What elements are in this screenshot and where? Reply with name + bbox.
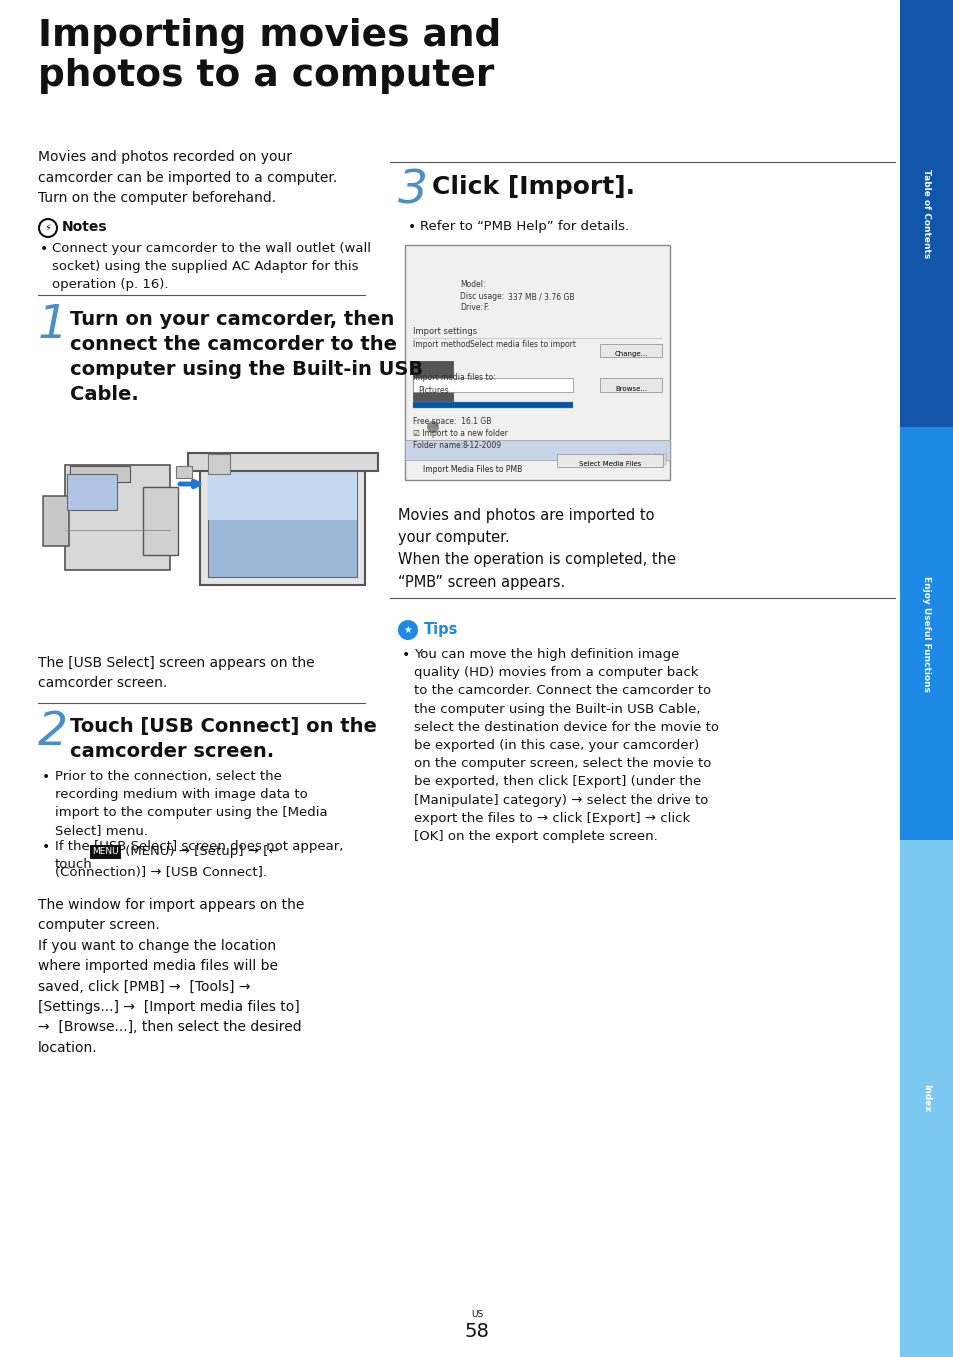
Text: MENU: MENU: [91, 848, 118, 856]
Text: Prior to the connection, select the
recording medium with image data to
import t: Prior to the connection, select the reco…: [55, 769, 327, 837]
Bar: [413, 361, 453, 404]
Bar: [200, 460, 365, 585]
Text: (Connection)] → [USB Connect].: (Connection)] → [USB Connect].: [55, 866, 267, 879]
Text: Movies and photos are imported to
your computer.
When the operation is completed: Movies and photos are imported to your c…: [397, 508, 676, 589]
Text: Enjoy Useful Functions: Enjoy Useful Functions: [922, 575, 930, 692]
Text: Drive:: Drive:: [459, 303, 482, 312]
Text: ★: ★: [403, 626, 412, 635]
Text: Import settings: Import settings: [413, 327, 476, 337]
Text: 2: 2: [38, 710, 68, 754]
Text: Browse...: Browse...: [615, 385, 646, 392]
Text: •: •: [401, 649, 410, 662]
Text: US: US: [471, 1310, 482, 1319]
Text: •: •: [408, 220, 416, 233]
Bar: [618, 455, 631, 465]
Bar: [899, 0, 953, 427]
Bar: [67, 474, 117, 510]
Text: Import Media Files to PMB: Import Media Files to PMB: [422, 465, 521, 475]
Text: 1: 1: [38, 303, 68, 347]
Text: Pictures: Pictures: [417, 385, 448, 395]
Text: Import media files to:: Import media files to:: [413, 373, 496, 383]
Text: You can move the high definition image
quality (HD) movies from a computer back
: You can move the high definition image q…: [414, 649, 719, 843]
Text: If the [USB Select] screen does not appear,
touch: If the [USB Select] screen does not appe…: [55, 840, 343, 871]
Text: Folder name:: Folder name:: [413, 441, 463, 451]
Bar: [413, 379, 573, 392]
Text: Change...: Change...: [614, 351, 647, 357]
Bar: [636, 455, 648, 465]
Bar: [143, 487, 178, 555]
Text: ☑ Import to a new folder: ☑ Import to a new folder: [413, 429, 507, 438]
Bar: [599, 379, 661, 392]
Bar: [599, 345, 661, 357]
Text: Free space:  16.1 GB: Free space: 16.1 GB: [413, 417, 491, 426]
Text: Touch [USB Connect] on the
camcorder screen.: Touch [USB Connect] on the camcorder scr…: [70, 716, 376, 761]
Text: 58: 58: [464, 1322, 489, 1341]
Bar: [899, 840, 953, 1357]
Text: Refer to “PMB Help” for details.: Refer to “PMB Help” for details.: [419, 220, 628, 233]
Bar: [405, 440, 669, 460]
Text: F:: F:: [482, 303, 489, 312]
Bar: [208, 465, 356, 577]
Bar: [208, 463, 356, 520]
Text: Tips: Tips: [423, 622, 457, 636]
Text: Index: Index: [922, 1084, 930, 1113]
Bar: [208, 455, 230, 474]
Text: •: •: [40, 242, 49, 256]
Text: Import method:: Import method:: [413, 341, 473, 349]
Bar: [70, 465, 130, 482]
Text: Select media files to import: Select media files to import: [470, 341, 576, 349]
Text: Importing movies and
photos to a computer: Importing movies and photos to a compute…: [38, 18, 500, 94]
Text: Notes: Notes: [62, 220, 108, 233]
Text: Movies and photos recorded on your
camcorder can be imported to a computer.
Turn: Movies and photos recorded on your camco…: [38, 151, 337, 205]
Bar: [652, 455, 665, 465]
Text: (MENU) → [Setup] → [↩: (MENU) → [Setup] → [↩: [121, 845, 279, 859]
Bar: [188, 453, 377, 471]
Bar: [43, 497, 69, 546]
Text: Turn on your camcorder, then
connect the camcorder to the
computer using the Bui: Turn on your camcorder, then connect the…: [70, 309, 423, 404]
Bar: [65, 465, 170, 570]
Text: Model:: Model:: [459, 280, 485, 289]
Bar: [899, 427, 953, 840]
Text: Connect your camcorder to the wall outlet (wall
socket) using the supplied AC Ad: Connect your camcorder to the wall outle…: [52, 242, 371, 290]
Circle shape: [427, 421, 438, 433]
Text: •: •: [42, 840, 51, 854]
Text: Table of Contents: Table of Contents: [922, 168, 930, 258]
Text: The [USB Select] screen appears on the
camcorder screen.: The [USB Select] screen appears on the c…: [38, 655, 314, 691]
Text: Disc usage:: Disc usage:: [459, 292, 504, 301]
Text: The window for import appears on the
computer screen.
If you want to change the : The window for import appears on the com…: [38, 898, 304, 1054]
Text: 8-12-2009: 8-12-2009: [462, 441, 501, 451]
Text: Select Media Files: Select Media Files: [578, 461, 640, 467]
Text: Click [Import].: Click [Import].: [432, 175, 635, 199]
Text: ⚡: ⚡: [45, 223, 51, 233]
Bar: [175, 465, 192, 478]
Circle shape: [397, 620, 417, 641]
Text: 337 MB / 3.76 GB: 337 MB / 3.76 GB: [507, 292, 574, 301]
Bar: [405, 246, 669, 480]
Text: 3: 3: [397, 168, 428, 213]
Bar: [413, 402, 573, 408]
Bar: [91, 845, 118, 858]
Text: •: •: [42, 769, 51, 784]
Bar: [557, 455, 662, 467]
